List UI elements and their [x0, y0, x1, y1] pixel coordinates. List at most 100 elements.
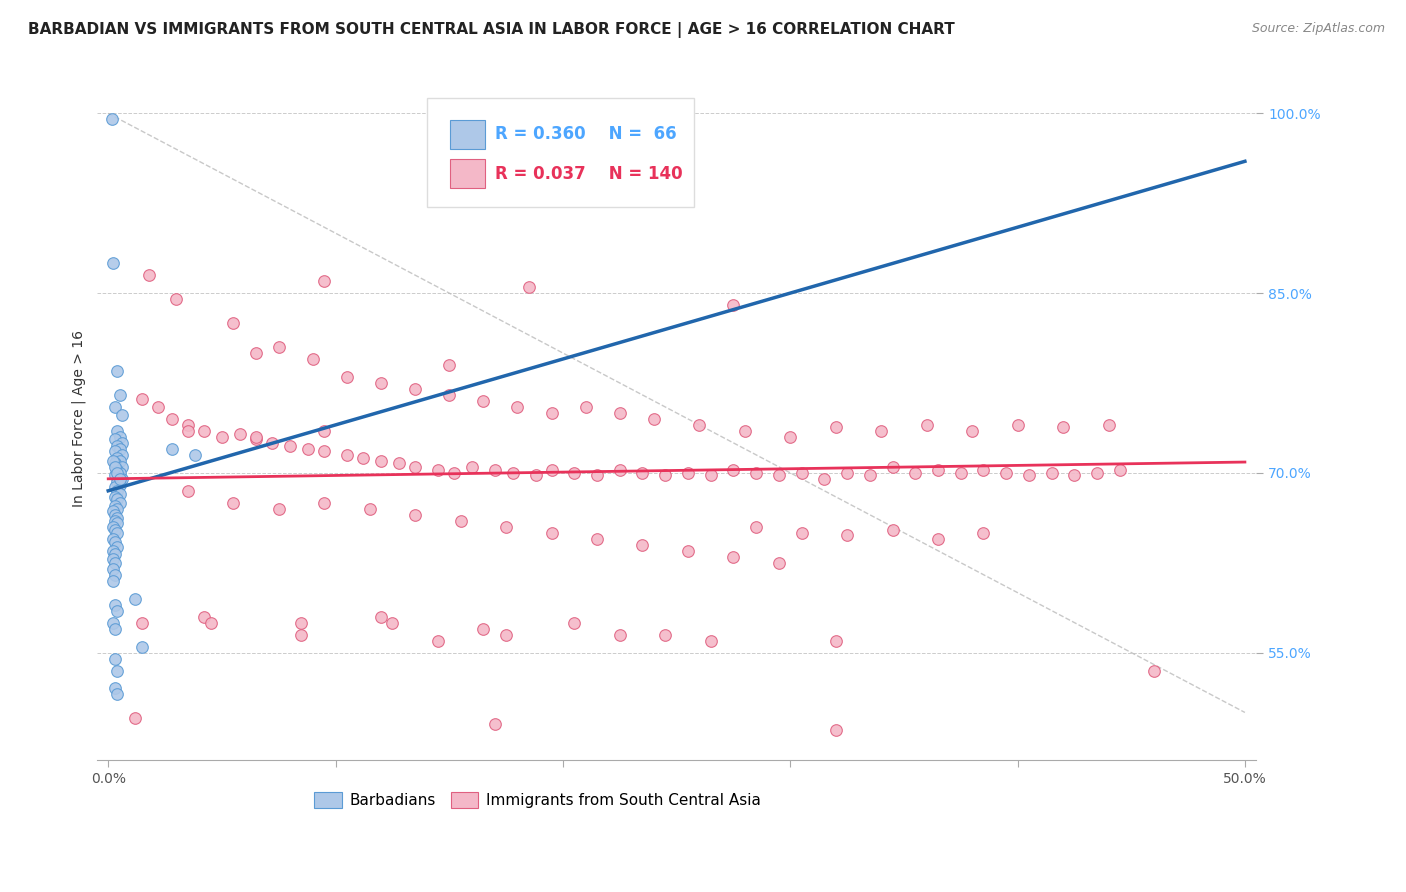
Point — [111, 459, 134, 474]
Point — [609, 627, 631, 641]
Text: R = 0.037    N = 140: R = 0.037 N = 140 — [495, 165, 682, 183]
Point — [104, 459, 127, 474]
Point — [301, 351, 323, 366]
Point — [105, 525, 128, 540]
Point — [104, 500, 127, 514]
Point — [105, 540, 128, 554]
Point — [723, 463, 745, 477]
Point — [562, 615, 585, 630]
Point — [813, 472, 835, 486]
Point — [105, 424, 128, 438]
Point — [290, 627, 312, 641]
Point — [949, 466, 972, 480]
Point — [404, 459, 426, 474]
Point — [314, 274, 336, 288]
Point — [111, 448, 134, 462]
Point — [108, 496, 131, 510]
Point — [101, 574, 124, 588]
Point — [229, 427, 252, 442]
Point — [1040, 466, 1063, 480]
Point — [904, 466, 927, 480]
Point — [359, 501, 381, 516]
Point — [222, 316, 245, 330]
Point — [404, 508, 426, 522]
Point — [506, 400, 529, 414]
Point — [193, 424, 215, 438]
Point — [105, 440, 128, 454]
Point — [105, 466, 128, 480]
Point — [1007, 417, 1029, 432]
Y-axis label: In Labor Force | Age > 16: In Labor Force | Age > 16 — [72, 330, 86, 508]
Point — [111, 472, 134, 486]
Point — [267, 340, 290, 354]
Point — [484, 463, 506, 477]
Point — [495, 627, 517, 641]
Point — [540, 406, 562, 420]
Point — [450, 514, 472, 528]
Point — [105, 492, 128, 507]
Point — [1097, 417, 1119, 432]
Point — [177, 483, 200, 498]
Point — [609, 406, 631, 420]
Point — [105, 511, 128, 525]
Point — [101, 504, 124, 518]
Point — [562, 466, 585, 480]
Point — [336, 448, 359, 462]
Point — [183, 448, 205, 462]
Point — [723, 298, 745, 312]
Point — [105, 463, 128, 477]
Point — [723, 549, 745, 564]
Point — [745, 520, 768, 534]
Point — [734, 424, 756, 438]
Point — [278, 440, 301, 454]
Point — [105, 364, 128, 378]
Point — [790, 525, 813, 540]
Point — [177, 424, 200, 438]
Point — [824, 723, 846, 738]
Point — [388, 456, 411, 470]
Point — [101, 520, 124, 534]
Point — [124, 711, 146, 725]
Point — [314, 444, 336, 458]
Point — [290, 615, 312, 630]
Point — [404, 382, 426, 396]
Point — [336, 370, 359, 384]
Point — [745, 466, 768, 480]
Point — [101, 543, 124, 558]
Point — [104, 651, 127, 665]
Point — [104, 622, 127, 636]
Point — [995, 466, 1018, 480]
Point — [193, 609, 215, 624]
Point — [200, 615, 222, 630]
Point — [972, 525, 994, 540]
Point — [108, 472, 131, 486]
Point — [643, 412, 665, 426]
Point — [495, 520, 517, 534]
Point — [882, 459, 904, 474]
Point — [1085, 466, 1108, 480]
Point — [790, 466, 813, 480]
FancyBboxPatch shape — [450, 120, 485, 149]
Point — [870, 424, 893, 438]
Point — [688, 417, 710, 432]
Point — [927, 532, 949, 546]
Point — [108, 454, 131, 468]
Point — [882, 524, 904, 538]
Point — [108, 388, 131, 402]
Point — [314, 424, 336, 438]
Point — [222, 496, 245, 510]
Point — [104, 490, 127, 504]
Point — [101, 562, 124, 576]
Point — [104, 508, 127, 522]
Point — [105, 501, 128, 516]
Point — [105, 604, 128, 618]
Point — [101, 532, 124, 546]
Point — [104, 514, 127, 528]
Point — [609, 463, 631, 477]
Legend: Barbadians, Immigrants from South Central Asia: Barbadians, Immigrants from South Centra… — [308, 786, 766, 814]
Point — [540, 463, 562, 477]
Point — [101, 552, 124, 566]
Point — [108, 466, 131, 480]
Point — [148, 400, 170, 414]
Point — [1052, 420, 1074, 434]
